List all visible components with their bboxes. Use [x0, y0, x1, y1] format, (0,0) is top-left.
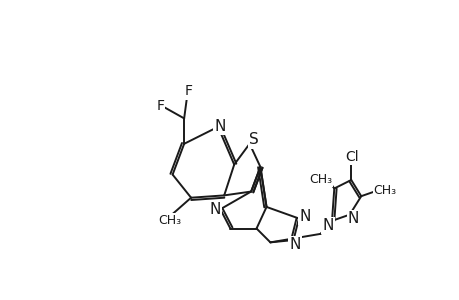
Text: CH₃: CH₃ [308, 173, 331, 186]
Text: N: N [322, 218, 333, 233]
Text: Cl: Cl [344, 150, 358, 164]
Text: N: N [289, 237, 300, 252]
Text: CH₃: CH₃ [373, 184, 396, 196]
Text: F: F [156, 99, 164, 113]
Text: N: N [214, 118, 225, 134]
Text: F: F [185, 84, 192, 98]
Text: S: S [249, 133, 258, 148]
Text: N: N [299, 209, 310, 224]
Text: CH₃: CH₃ [157, 214, 181, 227]
Text: N: N [209, 202, 220, 217]
Text: N: N [347, 211, 358, 226]
